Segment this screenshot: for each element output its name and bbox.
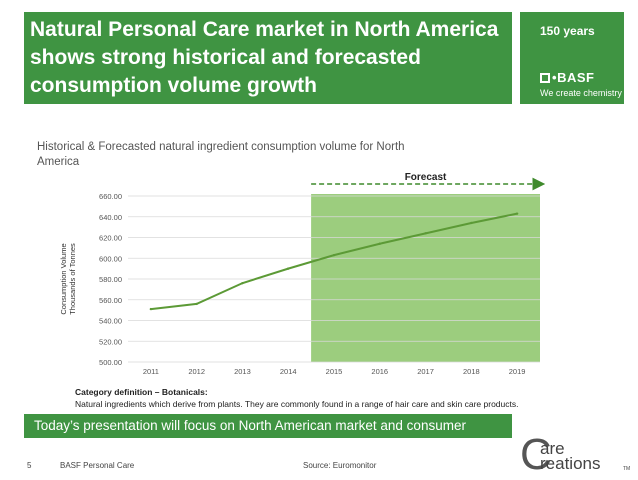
y-tick-label: 540.00 [99, 317, 122, 326]
x-tick-label: 2012 [188, 367, 205, 376]
x-tick-label: 2019 [509, 367, 526, 376]
data-point [332, 253, 336, 257]
care-logo-line2: reations [540, 454, 601, 473]
forecast-label: Forecast [405, 172, 447, 183]
data-point [287, 267, 290, 270]
data-point [515, 212, 519, 215]
y-tick-label: 600.00 [99, 254, 122, 263]
brand-name: BASF [557, 70, 595, 85]
data-point [470, 221, 473, 225]
y-axis-title-line1: Consumption Volume [59, 243, 68, 314]
x-tick-label: 2016 [371, 367, 388, 376]
brand-box [520, 12, 624, 104]
data-point [424, 232, 427, 235]
forecast-region [311, 194, 540, 362]
care-logo-tm: TM [623, 466, 631, 472]
y-tick-label: 520.00 [99, 337, 122, 346]
title-band [24, 12, 512, 104]
x-tick-label: 2014 [280, 367, 297, 376]
y-tick-label: 560.00 [99, 296, 122, 305]
y-tick-label: 620.00 [99, 234, 122, 243]
y-tick-label: 640.00 [99, 213, 122, 222]
source-note: Source: Euromonitor [303, 461, 377, 470]
x-tick-label: 2013 [234, 367, 251, 376]
x-tick-label: 2011 [143, 367, 159, 376]
page-title: Natural Personal Care market in North Am… [30, 18, 499, 97]
care-creations-logo: C are reations TM [520, 430, 631, 479]
y-tick-label: 500.00 [99, 358, 122, 367]
focus-banner [24, 414, 512, 438]
category-text: Natural ingredients which derive from pl… [75, 399, 519, 409]
data-point [149, 307, 153, 311]
basf-logo: •BASF [540, 70, 594, 85]
footer-brand: BASF Personal Care [60, 461, 135, 470]
y-tick-label: 580.00 [99, 275, 122, 284]
data-point [378, 242, 381, 245]
x-tick-label: 2018 [463, 367, 480, 376]
category-heading: Category definition – Botanicals: [75, 387, 208, 397]
page-number: 5 [27, 461, 32, 470]
data-point [195, 302, 198, 306]
y-axis-title-line2: Thousands of Tonnes [68, 243, 77, 315]
data-point [241, 281, 244, 285]
category-definition: Category definition – Botanicals: Natura… [75, 386, 595, 410]
chart-subtitle: Historical & Forecasted natural ingredie… [37, 141, 405, 168]
x-tick-label: 2015 [326, 367, 343, 376]
brand-tagline: We create chemistry [540, 88, 622, 98]
x-tick-label: 2017 [417, 367, 434, 376]
focus-banner-text: Today’s presentation will focus on North… [34, 418, 466, 433]
care-logo-line1: are [540, 439, 565, 458]
y-tick-label: 660.00 [99, 192, 122, 201]
care-logo-letter: C [520, 430, 552, 479]
brand-years: 150 years [540, 24, 595, 38]
basf-square-icon [540, 73, 550, 83]
